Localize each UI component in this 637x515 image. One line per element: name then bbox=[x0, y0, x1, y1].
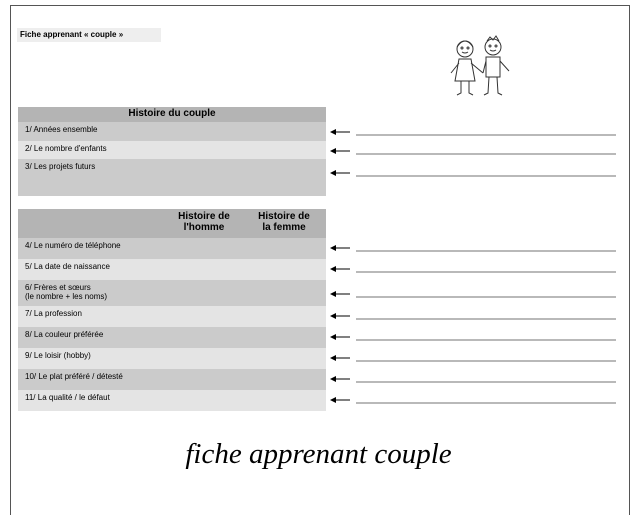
table-header bbox=[18, 209, 326, 238]
table-title: Histoire du couple bbox=[18, 107, 326, 122]
answer-line bbox=[330, 376, 616, 383]
table-row: 2/ Le nombre d'enfants bbox=[18, 141, 326, 159]
answer-line bbox=[330, 129, 616, 136]
table-row: 6/ Frères et sœurs (le nombre + les noms… bbox=[18, 280, 326, 306]
column-header: Histoire de l'homme bbox=[178, 211, 230, 233]
table-row: 8/ La couleur préférée bbox=[18, 327, 326, 348]
answer-line bbox=[330, 266, 616, 273]
table-row: 3/ Les projets futurs bbox=[18, 159, 326, 196]
answer-line bbox=[330, 245, 616, 252]
answer-line bbox=[330, 397, 616, 404]
table-row: 5/ La date de naissance bbox=[18, 259, 326, 280]
table-row: 7/ La profession bbox=[18, 306, 326, 327]
answer-line bbox=[330, 313, 616, 320]
answer-line bbox=[330, 291, 616, 298]
table-row: 4/ Le numéro de téléphone bbox=[18, 238, 326, 259]
answer-line bbox=[330, 148, 616, 155]
page-frame bbox=[10, 5, 630, 515]
answer-line bbox=[330, 355, 616, 362]
table-row: 9/ Le loisir (hobby) bbox=[18, 348, 326, 369]
sheet-label: Fiche apprenant « couple » bbox=[17, 28, 161, 42]
couple-drawing bbox=[450, 35, 510, 96]
table-row: 10/ Le plat préféré / détesté bbox=[18, 369, 326, 390]
caption: fiche apprenant couple bbox=[185, 438, 452, 470]
answer-line bbox=[330, 170, 616, 177]
column-header: Histoire de la femme bbox=[258, 211, 310, 233]
answer-line bbox=[330, 334, 616, 341]
table-row: 11/ La qualité / le défaut bbox=[18, 390, 326, 411]
table-row: 1/ Années ensemble bbox=[18, 122, 326, 141]
